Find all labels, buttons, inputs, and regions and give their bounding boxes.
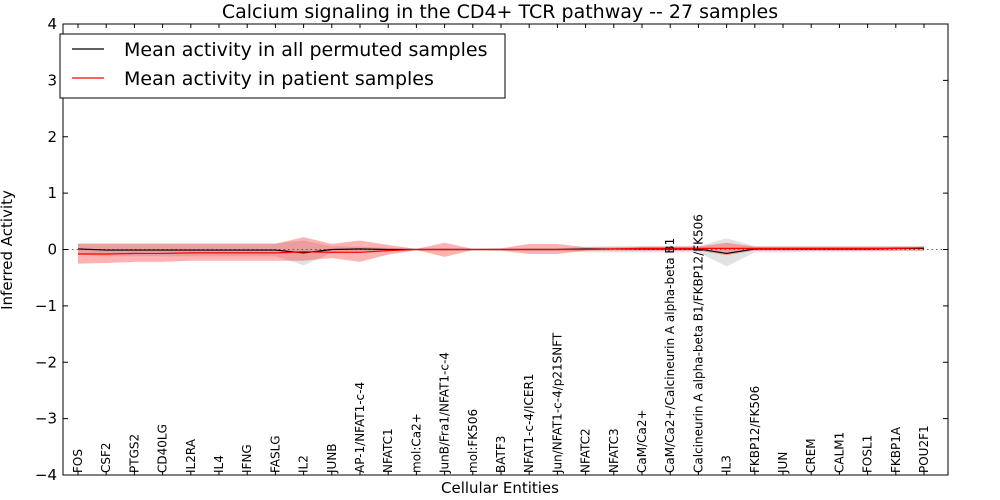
y-tick-label: 4 bbox=[47, 15, 57, 33]
x-tick-label: IL3 bbox=[720, 455, 734, 473]
series-line-patient bbox=[78, 247, 925, 255]
x-tick-label: IL2RA bbox=[184, 438, 198, 473]
y-axis-label: Inferred Activity bbox=[0, 190, 16, 310]
y-tick-label: 2 bbox=[47, 128, 57, 146]
x-tick-label: CaM/Ca2+/Calcineurin A alpha-beta B1 bbox=[663, 238, 677, 473]
y-tick-label: −3 bbox=[35, 410, 57, 428]
x-tick-label: POU2F1 bbox=[917, 425, 931, 473]
legend-label-permuted: Mean activity in all permuted samples bbox=[124, 39, 487, 61]
x-tick-label: CREM bbox=[804, 438, 818, 473]
x-tick-label: JunB/Fra1/NFAT1-c-4 bbox=[438, 352, 452, 474]
x-tick-label: mol:FK506 bbox=[466, 409, 480, 473]
legend-label-patient: Mean activity in patient samples bbox=[124, 68, 434, 90]
plot-frame bbox=[62, 23, 949, 476]
x-tick-label: IL2 bbox=[297, 455, 311, 473]
x-tick-label: Calcineurin A alpha-beta B1/FKBP12/FK506 bbox=[691, 214, 705, 473]
x-tick-label: NFAT1-c-4/ICER1 bbox=[522, 374, 536, 473]
x-tick-label: FKBP1A bbox=[889, 426, 903, 473]
y-tick-label: −4 bbox=[35, 466, 57, 484]
x-tick-label: CD40LG bbox=[156, 424, 170, 473]
x-tick-label: PTGS2 bbox=[127, 434, 141, 473]
chart-title: Calcium signaling in the CD4+ TCR pathwa… bbox=[222, 1, 778, 23]
x-tick-label: CSF2 bbox=[99, 442, 113, 473]
y-tick-label: −1 bbox=[35, 297, 57, 315]
x-tick-label: NFATC1 bbox=[381, 428, 395, 473]
band-permuted bbox=[78, 238, 924, 267]
x-tick-label: IFNG bbox=[240, 444, 254, 473]
x-tick-label: FKBP12/FK506 bbox=[748, 386, 762, 473]
x-tick-label: AP-1/NFAT1-c-4 bbox=[353, 382, 367, 473]
x-axis-label: Cellular Entities bbox=[441, 479, 559, 497]
legend: Mean activity in all permuted samples Me… bbox=[59, 33, 506, 99]
x-tick-label: CaM/Ca2+ bbox=[635, 409, 649, 473]
band-patient bbox=[78, 237, 924, 264]
x-tick-label: NFATC3 bbox=[607, 428, 621, 473]
y-tick-label: 0 bbox=[47, 241, 57, 259]
x-tick-label: FOS bbox=[71, 449, 85, 473]
x-tick-label: JUN bbox=[776, 452, 790, 474]
x-tick-label: IL4 bbox=[212, 455, 226, 473]
x-tick-label: FASLG bbox=[268, 435, 282, 473]
y-tick-label: −2 bbox=[35, 353, 57, 371]
x-tick-label: JUNB bbox=[325, 443, 339, 474]
y-tick-label: 3 bbox=[47, 71, 57, 89]
x-tick-label: BATF3 bbox=[494, 436, 508, 473]
x-tick-label: CALM1 bbox=[832, 432, 846, 473]
x-tick-label: Jun/NFAT1-c-4/p21SNFT bbox=[550, 332, 564, 474]
y-tick-label: 1 bbox=[47, 184, 57, 202]
legend-box bbox=[59, 33, 506, 99]
x-tick-label: FOSL1 bbox=[861, 435, 875, 473]
x-tick-label: mol:Ca2+ bbox=[409, 413, 423, 473]
x-tick-label: NFATC2 bbox=[579, 428, 593, 473]
